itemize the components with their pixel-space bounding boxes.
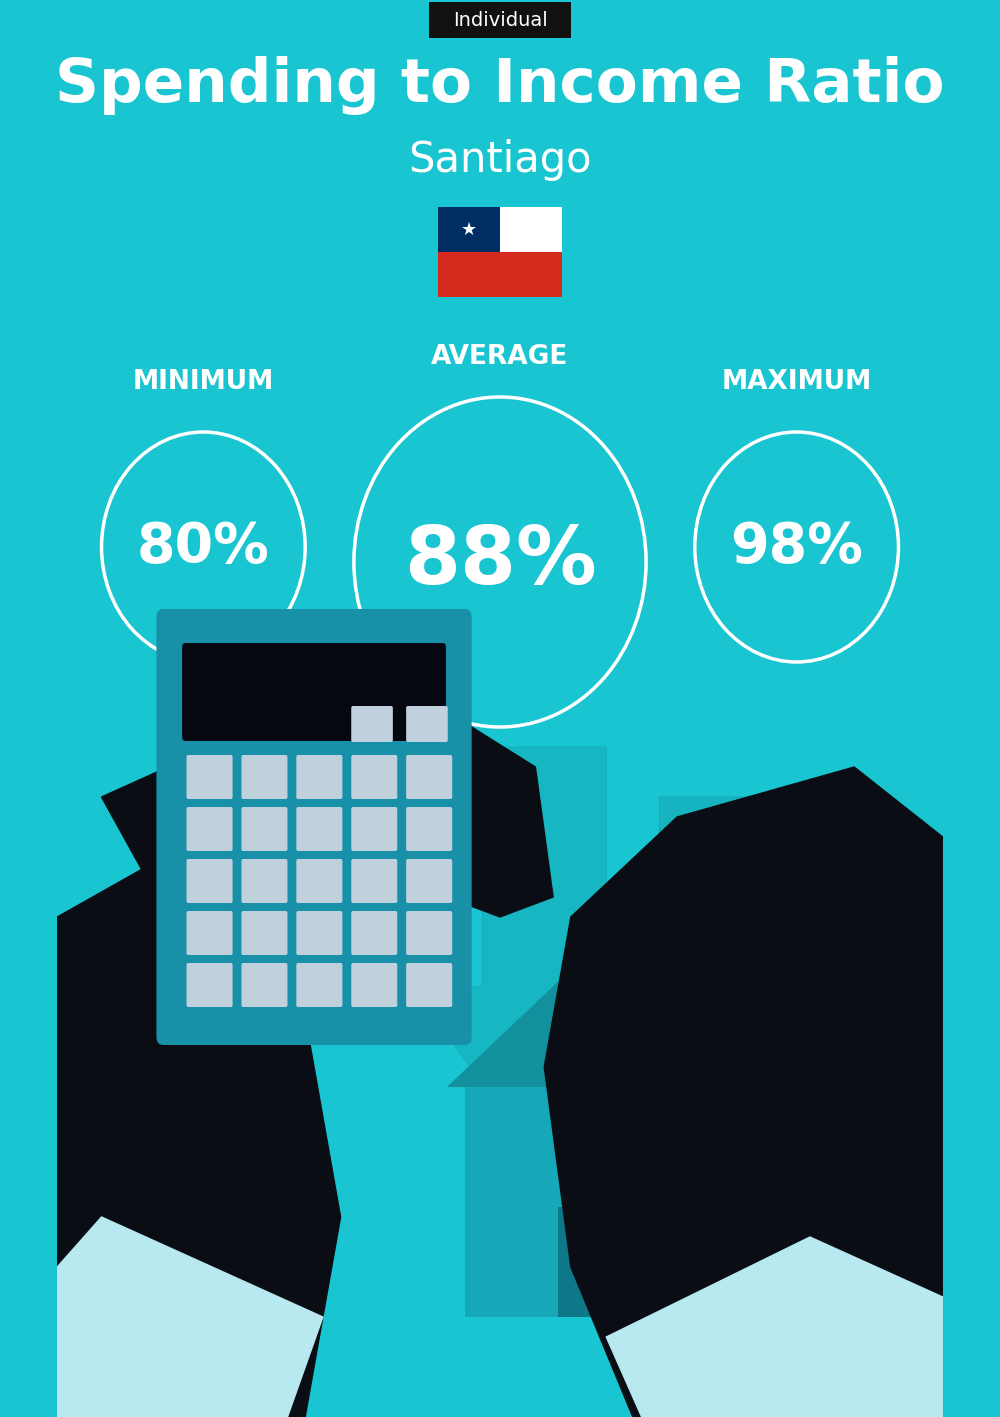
FancyBboxPatch shape: [241, 911, 287, 955]
FancyBboxPatch shape: [713, 1158, 748, 1178]
FancyBboxPatch shape: [187, 964, 233, 1007]
Text: $: $: [822, 1241, 851, 1282]
Polygon shape: [447, 956, 721, 1087]
Polygon shape: [102, 757, 376, 966]
Text: 80%: 80%: [137, 520, 270, 574]
Text: MINIMUM: MINIMUM: [133, 368, 274, 395]
Polygon shape: [544, 767, 943, 1417]
Text: 98%: 98%: [730, 520, 863, 574]
FancyBboxPatch shape: [429, 1, 571, 38]
FancyBboxPatch shape: [156, 609, 472, 1044]
FancyBboxPatch shape: [624, 1257, 730, 1272]
Polygon shape: [314, 717, 553, 917]
Text: Santiago: Santiago: [408, 139, 592, 181]
Text: MAXIMUM: MAXIMUM: [722, 368, 872, 395]
FancyBboxPatch shape: [624, 1236, 730, 1251]
FancyBboxPatch shape: [187, 911, 233, 955]
Polygon shape: [411, 747, 677, 1168]
Text: $: $: [720, 1227, 741, 1257]
FancyBboxPatch shape: [351, 706, 393, 743]
FancyBboxPatch shape: [241, 755, 287, 799]
FancyBboxPatch shape: [558, 1207, 611, 1316]
FancyBboxPatch shape: [296, 755, 342, 799]
FancyBboxPatch shape: [241, 859, 287, 903]
FancyBboxPatch shape: [465, 1087, 704, 1316]
FancyBboxPatch shape: [624, 1213, 730, 1229]
FancyBboxPatch shape: [241, 964, 287, 1007]
FancyBboxPatch shape: [351, 911, 397, 955]
FancyBboxPatch shape: [438, 207, 500, 252]
Polygon shape: [606, 1237, 943, 1417]
Text: ★: ★: [461, 221, 477, 238]
FancyBboxPatch shape: [406, 911, 452, 955]
FancyBboxPatch shape: [817, 1153, 856, 1178]
FancyBboxPatch shape: [500, 207, 562, 252]
FancyBboxPatch shape: [624, 1192, 730, 1207]
FancyBboxPatch shape: [296, 808, 342, 852]
Polygon shape: [606, 796, 801, 1107]
Text: Individual: Individual: [453, 10, 547, 30]
Text: Spending to Income Ratio: Spending to Income Ratio: [55, 55, 945, 115]
FancyBboxPatch shape: [296, 859, 342, 903]
FancyBboxPatch shape: [351, 755, 397, 799]
FancyBboxPatch shape: [406, 859, 452, 903]
FancyBboxPatch shape: [351, 859, 397, 903]
FancyBboxPatch shape: [438, 252, 562, 298]
FancyBboxPatch shape: [187, 808, 233, 852]
FancyBboxPatch shape: [296, 964, 342, 1007]
FancyBboxPatch shape: [406, 964, 452, 1007]
Text: 88%: 88%: [404, 523, 596, 601]
FancyBboxPatch shape: [351, 808, 397, 852]
FancyBboxPatch shape: [296, 911, 342, 955]
FancyBboxPatch shape: [351, 964, 397, 1007]
Circle shape: [766, 1172, 907, 1332]
FancyBboxPatch shape: [624, 1169, 730, 1185]
Text: AVERAGE: AVERAGE: [431, 344, 569, 370]
Polygon shape: [57, 1217, 323, 1417]
FancyBboxPatch shape: [406, 755, 452, 799]
FancyBboxPatch shape: [182, 643, 446, 741]
FancyBboxPatch shape: [624, 1280, 730, 1295]
FancyBboxPatch shape: [241, 808, 287, 852]
FancyBboxPatch shape: [642, 937, 673, 1007]
FancyBboxPatch shape: [624, 1301, 730, 1316]
FancyBboxPatch shape: [187, 859, 233, 903]
FancyBboxPatch shape: [187, 755, 233, 799]
FancyBboxPatch shape: [406, 706, 448, 743]
Polygon shape: [57, 867, 341, 1417]
FancyBboxPatch shape: [406, 808, 452, 852]
Circle shape: [677, 1172, 783, 1292]
